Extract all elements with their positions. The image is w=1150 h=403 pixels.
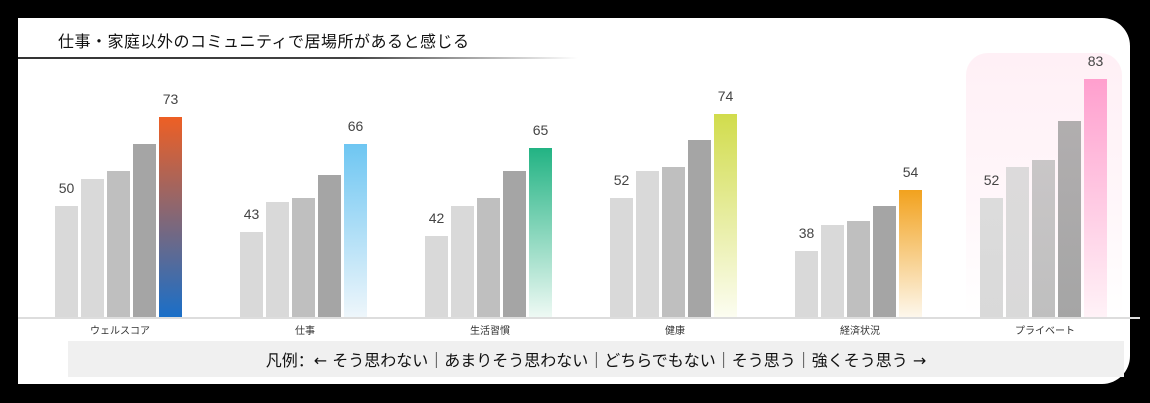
bar-そう思わない bbox=[55, 205, 78, 317]
category-label: 生活習慣 bbox=[470, 326, 510, 337]
bar-強くそう思う bbox=[344, 144, 367, 317]
value-label-high: 83 bbox=[1087, 53, 1104, 70]
bar-group: 52 74 健康 bbox=[610, 18, 740, 337]
bar-あまりそう思わない bbox=[81, 178, 104, 317]
bar-group: 38 54 経済状況 bbox=[795, 18, 925, 337]
bar-強くそう思う bbox=[714, 113, 737, 317]
value-label-low: 42 bbox=[428, 210, 445, 227]
bar-そう思う bbox=[1058, 121, 1081, 317]
chart-card: 仕事・家庭以外のコミュニティで居場所があると感じる 50 73 ウェルスコア 43 66… bbox=[18, 18, 1140, 384]
value-label-high: 66 bbox=[347, 118, 364, 135]
bar-強くそう思う bbox=[899, 190, 922, 317]
bar-group: 52 83 プライベート bbox=[980, 18, 1110, 337]
bar-強くそう思う bbox=[529, 148, 552, 317]
category-label: プライベート bbox=[1015, 326, 1075, 337]
bar-そう思わない bbox=[610, 197, 633, 317]
bar-あまりそう思わない bbox=[821, 224, 844, 317]
bar-あまりそう思わない bbox=[266, 201, 289, 317]
value-label-high: 54 bbox=[902, 164, 919, 181]
bar-あまりそう思わない bbox=[451, 205, 474, 317]
bar-そう思う bbox=[873, 205, 896, 317]
value-label-low: 43 bbox=[243, 206, 260, 223]
value-label-high: 73 bbox=[162, 91, 179, 108]
bar-あまりそう思わない bbox=[636, 171, 659, 317]
chart-title: 仕事・家庭以外のコミュニティで居場所があると感じる bbox=[58, 32, 470, 51]
bar-そう思わない bbox=[425, 236, 448, 317]
bar-どちらでもない bbox=[1032, 159, 1055, 317]
bar-どちらでもない bbox=[292, 197, 315, 317]
bar-強くそう思う bbox=[1084, 79, 1107, 317]
value-label-low: 50 bbox=[58, 179, 75, 196]
category-label: ウェルスコア bbox=[90, 326, 150, 337]
bar-そう思う bbox=[133, 144, 156, 317]
value-label-low: 52 bbox=[983, 171, 1000, 188]
bar-group: 43 66 仕事 bbox=[240, 18, 370, 337]
category-label: 健康 bbox=[665, 326, 685, 337]
value-label-low: 52 bbox=[613, 171, 630, 188]
bar-どちらでもない bbox=[662, 167, 685, 317]
bar-そう思わない bbox=[980, 197, 1003, 317]
value-label-low: 38 bbox=[798, 225, 815, 242]
bar-そう思わない bbox=[240, 232, 263, 317]
x-axis-line bbox=[18, 317, 1140, 319]
value-label-high: 65 bbox=[532, 122, 549, 139]
category-label: 経済状況 bbox=[840, 326, 880, 337]
value-label-high: 74 bbox=[717, 87, 734, 104]
bar-強くそう思う bbox=[159, 117, 182, 317]
bar-そう思わない bbox=[795, 251, 818, 317]
legend: 凡例：← そう思わない｜あまりそう思わない｜どちらでもない｜そう思う｜強くそう思… bbox=[68, 341, 1124, 377]
bar-そう思う bbox=[503, 171, 526, 317]
category-label: 仕事 bbox=[295, 326, 315, 337]
bar-あまりそう思わない bbox=[1006, 167, 1029, 317]
bar-どちらでもない bbox=[107, 171, 130, 317]
bar-group: 42 65 生活習慣 bbox=[425, 18, 555, 337]
bar-どちらでもない bbox=[847, 220, 870, 317]
bar-そう思う bbox=[318, 174, 341, 317]
bar-どちらでもない bbox=[477, 197, 500, 317]
title-underline bbox=[18, 57, 578, 59]
bar-そう思う bbox=[688, 140, 711, 317]
bar-group: 50 73 ウェルスコア bbox=[55, 18, 185, 337]
